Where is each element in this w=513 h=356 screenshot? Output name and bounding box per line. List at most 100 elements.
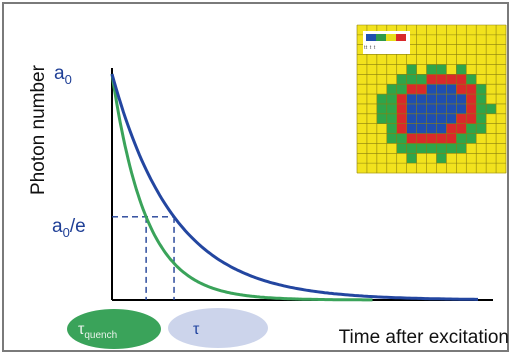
inset-pixel bbox=[366, 163, 378, 174]
inset-pixel bbox=[436, 163, 447, 174]
inset-pixel bbox=[416, 113, 427, 124]
inset-pixel bbox=[456, 153, 467, 164]
inset-pixel bbox=[466, 64, 477, 75]
y-tick-a0: a0 bbox=[54, 63, 72, 87]
inset-pixel bbox=[386, 94, 398, 105]
inset-pixel bbox=[496, 25, 507, 36]
tau-quench-ellipse bbox=[67, 309, 161, 349]
inset-pixel bbox=[446, 163, 457, 174]
inset-pixel bbox=[486, 133, 497, 144]
inset-pixel bbox=[486, 25, 497, 36]
inset-pixel bbox=[456, 54, 467, 65]
inset-pixel bbox=[466, 34, 477, 46]
x-axis-label: Time after excitation bbox=[339, 327, 509, 348]
inset-pixel bbox=[386, 25, 398, 36]
inset-pixel bbox=[406, 54, 417, 65]
inset-pixel bbox=[396, 103, 407, 115]
inset-pixel bbox=[376, 143, 388, 154]
inset-pixel bbox=[366, 64, 378, 75]
inset-pixel bbox=[416, 133, 427, 144]
inset-pixel bbox=[446, 44, 457, 55]
inset-pixel bbox=[396, 133, 407, 144]
inset-pixel bbox=[406, 25, 417, 36]
inset-pixel bbox=[357, 25, 368, 36]
inset-pixel bbox=[357, 84, 368, 95]
inset-pixel bbox=[386, 123, 398, 134]
inset-pixel bbox=[386, 64, 398, 75]
inset-pixel bbox=[386, 113, 398, 124]
inset-pixel bbox=[376, 25, 388, 36]
inset-pixel bbox=[386, 84, 398, 95]
inset-pixel bbox=[476, 133, 487, 144]
inset-pixel bbox=[436, 74, 447, 85]
inset-pixel bbox=[476, 94, 487, 105]
inset-pixel bbox=[357, 44, 368, 55]
inset-pixel bbox=[446, 133, 457, 144]
inset-pixel bbox=[436, 153, 447, 164]
inset-pixel bbox=[376, 103, 388, 115]
inset-pixel bbox=[426, 64, 437, 75]
inset-pixel bbox=[426, 113, 437, 124]
inset-pixel bbox=[456, 74, 467, 85]
inset-pixel bbox=[436, 25, 447, 36]
inset-pixel bbox=[436, 113, 447, 124]
fluorescence-lifetime-map-inset: ᵗᵗ ᵗ ᵗ bbox=[356, 24, 507, 174]
inset-pixel bbox=[376, 123, 388, 134]
inset-pixel bbox=[406, 163, 417, 174]
inset-pixel bbox=[476, 84, 487, 95]
inset-pixel bbox=[456, 133, 467, 144]
inset-pixel bbox=[406, 153, 417, 164]
inset-pixel bbox=[376, 74, 388, 85]
inset-pixel bbox=[446, 54, 457, 65]
inset-pixel bbox=[366, 133, 378, 144]
inset-pixel bbox=[396, 153, 407, 164]
inset-pixel bbox=[386, 103, 398, 115]
inset-pixel bbox=[416, 54, 427, 65]
inset-pixel bbox=[436, 64, 447, 75]
inset-pixel bbox=[406, 94, 417, 105]
inset-pixel bbox=[416, 163, 427, 174]
inset-pixel bbox=[426, 123, 437, 134]
inset-pixel bbox=[436, 103, 447, 115]
inset-pixel bbox=[426, 133, 437, 144]
y-axis-label: Photon number bbox=[28, 64, 49, 195]
series-quenched-curve bbox=[110, 73, 373, 302]
inset-pixel bbox=[496, 103, 507, 115]
inset-pixel bbox=[357, 163, 368, 174]
inset-pixel bbox=[436, 44, 447, 55]
inset-pixel bbox=[396, 143, 407, 154]
inset-pixel bbox=[486, 54, 497, 65]
inset-pixel bbox=[426, 103, 437, 115]
inset-pixel bbox=[357, 143, 368, 154]
inset-legend-swatch bbox=[366, 34, 376, 41]
inset-pixel bbox=[436, 34, 447, 46]
inset-pixel bbox=[366, 113, 378, 124]
inset-pixel bbox=[496, 153, 507, 164]
inset-pixel bbox=[386, 163, 398, 174]
inset-pixel bbox=[366, 54, 378, 65]
inset-pixel bbox=[416, 64, 427, 75]
inset-pixel bbox=[366, 123, 378, 134]
inset-pixel bbox=[386, 143, 398, 154]
inset-pixel bbox=[376, 54, 388, 65]
inset-pixel bbox=[446, 103, 457, 115]
y-tick-a0-over-e: a0/e bbox=[52, 216, 86, 240]
inset-pixel bbox=[476, 113, 487, 124]
inset-pixel bbox=[456, 123, 467, 134]
inset-pixel bbox=[406, 34, 417, 46]
inset-pixel bbox=[486, 143, 497, 154]
inset-pixel bbox=[476, 143, 487, 154]
inset-pixel bbox=[396, 163, 407, 174]
inset-pixel bbox=[436, 54, 447, 65]
inset-pixel bbox=[496, 163, 507, 174]
inset-pixel bbox=[446, 153, 457, 164]
inset-pixel bbox=[426, 25, 437, 36]
inset-pixel bbox=[476, 103, 487, 115]
inset-pixel bbox=[446, 64, 457, 75]
inset-pixel bbox=[466, 84, 477, 95]
inset-pixel bbox=[466, 25, 477, 36]
inset-pixel bbox=[446, 94, 457, 105]
inset-pixel bbox=[406, 103, 417, 115]
inset-pixel bbox=[486, 153, 497, 164]
inset-pixel bbox=[426, 34, 437, 46]
